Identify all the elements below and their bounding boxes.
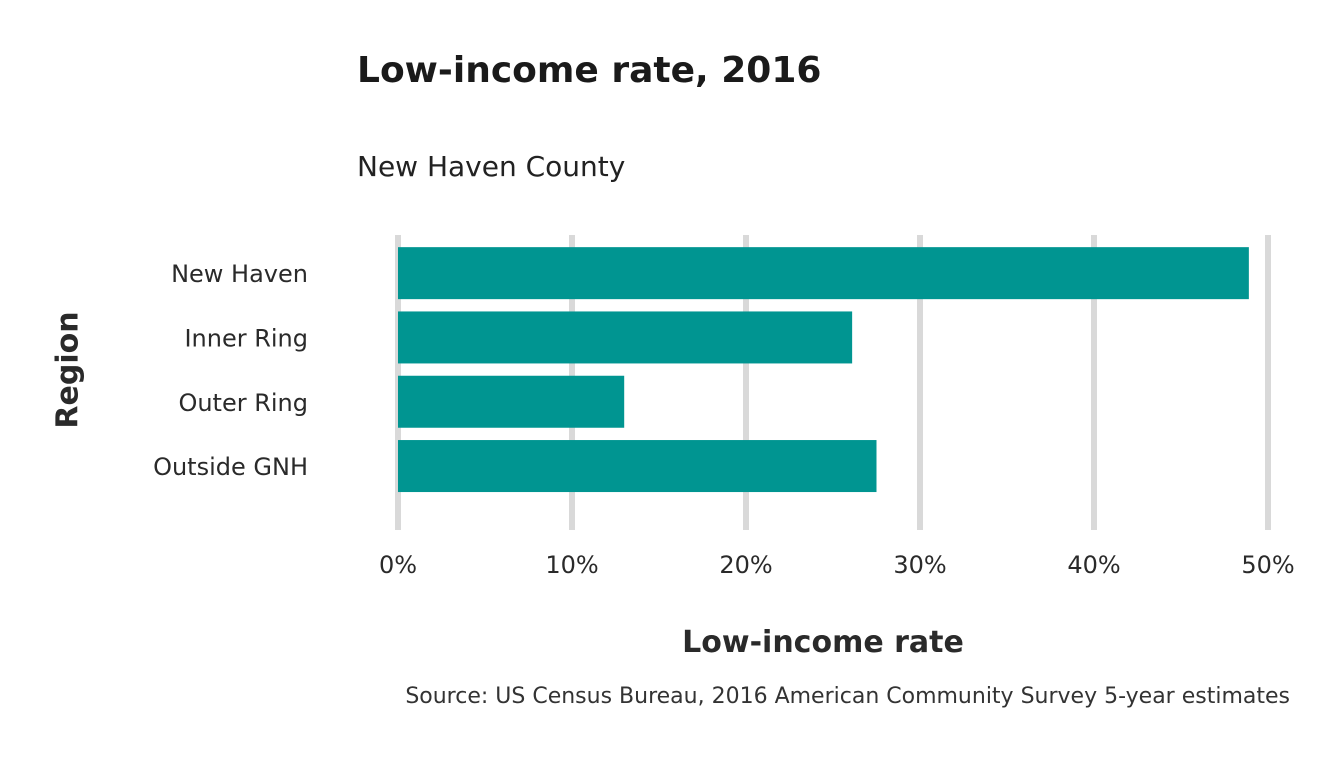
x-tick-labels: 0% 10% 20% 30% 40% 50%	[379, 551, 1295, 579]
x-tick-label: 20%	[719, 551, 772, 579]
bar-new-haven	[398, 247, 1249, 300]
x-axis-title: Low-income rate	[682, 625, 964, 660]
source-caption: Source: US Census Bureau, 2016 American …	[405, 684, 1290, 709]
x-tick-label: 30%	[893, 551, 946, 579]
category-label: New Haven	[171, 260, 308, 288]
category-labels: New Haven Inner Ring Outer Ring Outside GNH	[153, 260, 308, 481]
category-label: Outer Ring	[178, 389, 308, 417]
bars	[398, 247, 1249, 493]
bar-outer-ring	[398, 375, 625, 428]
chart-subtitle: New Haven County	[357, 150, 626, 183]
x-tick-label: 40%	[1067, 551, 1120, 579]
bar-inner-ring	[398, 311, 853, 364]
bar-outside-gnh	[398, 440, 877, 493]
category-label: Outside GNH	[153, 453, 308, 481]
chart-title: Low-income rate, 2016	[357, 50, 822, 91]
x-tick-label: 10%	[545, 551, 598, 579]
category-label: Inner Ring	[184, 324, 308, 352]
x-tick-label: 0%	[379, 551, 417, 579]
x-tick-label: 50%	[1241, 551, 1294, 579]
